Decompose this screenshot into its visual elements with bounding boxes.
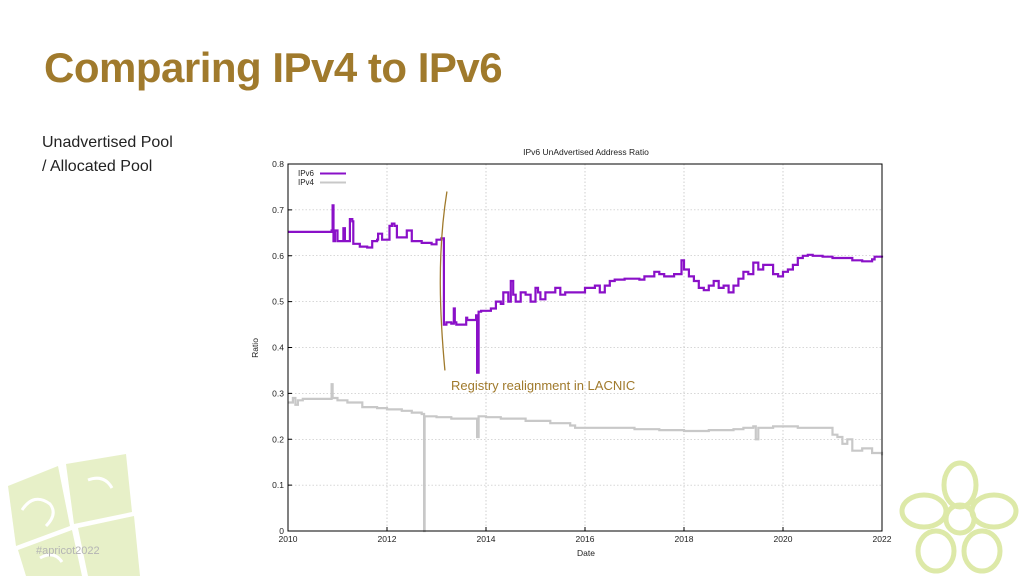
x-axis-label: Date bbox=[577, 548, 595, 558]
axes: 2010 2012 2014 2016 2018 2020 2022 0 0.1 0.2 0.3 0.… bbox=[272, 159, 892, 544]
x-tick-label: 2020 bbox=[774, 534, 793, 544]
y-tick-label: 0.3 bbox=[272, 388, 284, 398]
chart-title: IPv6 UnAdvertised Address Ratio bbox=[523, 147, 649, 157]
y-axis-label: Ratio bbox=[250, 338, 260, 358]
legend-ipv6-label: IPv6 bbox=[298, 169, 315, 178]
series-line-ipv4 bbox=[288, 383, 884, 533]
x-tick-label: 2010 bbox=[279, 534, 298, 544]
grid bbox=[288, 164, 882, 531]
y-tick-label: 0.6 bbox=[272, 251, 284, 261]
y-tick-label: 0.8 bbox=[272, 159, 284, 169]
y-tick-label: 0.4 bbox=[272, 343, 284, 353]
slide-title: Comparing IPv4 to IPv6 bbox=[44, 44, 503, 91]
caption-line-2: / Allocated Pool bbox=[42, 158, 153, 175]
x-tick-label: 2022 bbox=[873, 534, 892, 544]
x-tick-label: 2012 bbox=[378, 534, 397, 544]
y-tick-label: 0.2 bbox=[272, 434, 284, 444]
annotation-bracket bbox=[439, 191, 448, 371]
annotation-text: Registry realignment in LACNIC bbox=[451, 378, 635, 393]
x-tick-label: 2016 bbox=[576, 534, 595, 544]
y-tick-label: 0 bbox=[279, 526, 284, 536]
chart-caption: Unadvertised Pool / Allocated Pool bbox=[42, 131, 232, 179]
series-group bbox=[288, 204, 884, 533]
x-tick-label: 2018 bbox=[675, 534, 694, 544]
legend: IPv6 IPv4 bbox=[298, 169, 346, 187]
flower-decoration bbox=[899, 460, 1019, 574]
y-tick-label: 0.5 bbox=[272, 297, 284, 307]
series-line-ipv6 bbox=[288, 204, 884, 374]
y-tick-label: 0.7 bbox=[272, 205, 284, 215]
x-tick-label: 2014 bbox=[477, 534, 496, 544]
y-tick-label: 0.1 bbox=[272, 480, 284, 490]
apricot-logo-decoration bbox=[8, 454, 140, 576]
event-hashtag: #apricot2022 bbox=[36, 545, 100, 557]
caption-line-1: Unadvertised Pool bbox=[42, 134, 173, 151]
annotation: Registry realignment in LACNIC bbox=[439, 191, 635, 393]
legend-ipv4-label: IPv4 bbox=[298, 178, 315, 187]
